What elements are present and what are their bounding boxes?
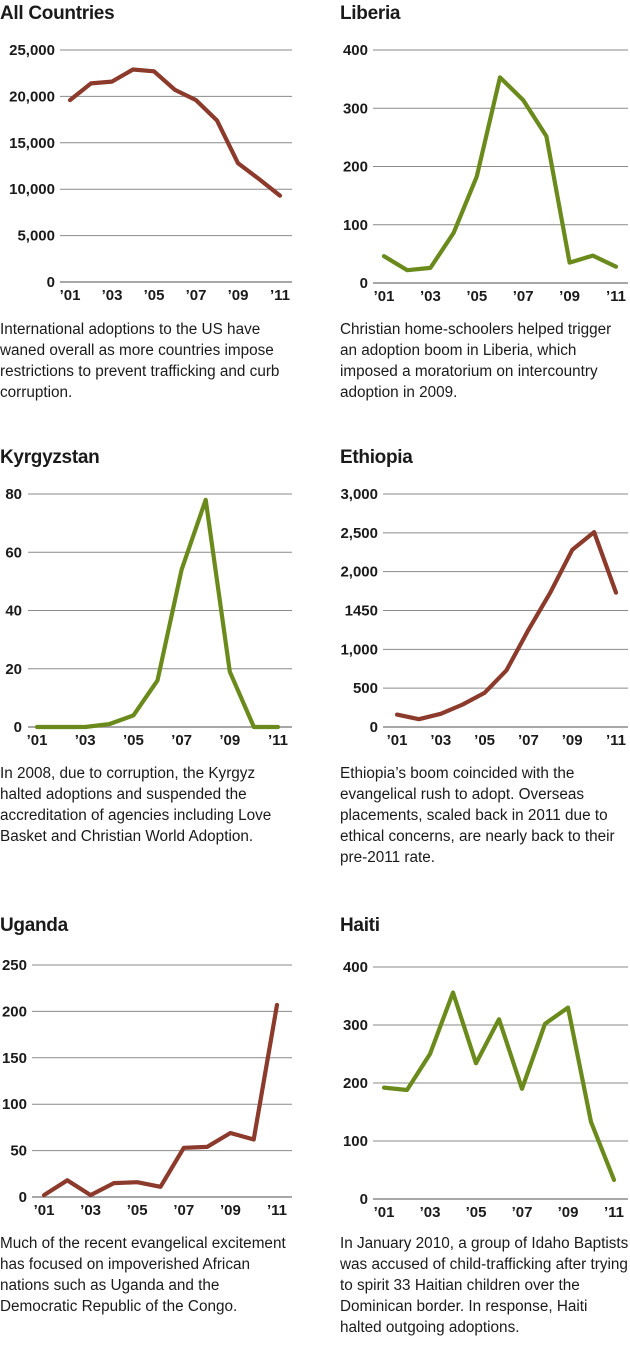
caption-liberia: Christian home-schoolers helped trigger … bbox=[340, 321, 612, 401]
x-tick-label: ’11 bbox=[268, 732, 288, 749]
x-tick-label: ’03 bbox=[430, 732, 451, 749]
y-tick-label: 40 bbox=[5, 603, 22, 620]
x-tick-label: ’01 bbox=[60, 287, 81, 304]
chart-title-uganda: Uganda bbox=[0, 915, 68, 936]
series-line bbox=[41, 1002, 280, 1198]
series-line bbox=[381, 75, 619, 273]
y-tick-label: 400 bbox=[343, 42, 368, 59]
y-tick-label: 200 bbox=[2, 1003, 27, 1020]
caption-haiti: In January 2010, a group of Idaho Baptis… bbox=[340, 1235, 629, 1336]
x-tick-label: ’01 bbox=[374, 1204, 395, 1221]
y-tick-label: 400 bbox=[343, 959, 368, 976]
x-tick-label: ’09 bbox=[562, 732, 583, 749]
y-tick-label: 100 bbox=[343, 1133, 368, 1150]
y-tick-label: 250 bbox=[2, 957, 27, 974]
y-tick-label: 0 bbox=[360, 1191, 368, 1208]
x-tick-label: ’05 bbox=[123, 732, 144, 749]
caption-all-countries: International adoptions to the US have w… bbox=[0, 321, 280, 401]
y-tick-label: 80 bbox=[5, 486, 22, 503]
x-tick-label: ’09 bbox=[220, 1202, 241, 1219]
x-tick-label: ’05 bbox=[474, 732, 495, 749]
y-tick-label: 200 bbox=[343, 1075, 368, 1092]
caption-ethiopia: Ethiopia’s boom coincided with the evang… bbox=[340, 765, 615, 866]
y-tick-label: 150 bbox=[2, 1050, 27, 1067]
x-tick-label: ’07 bbox=[186, 287, 207, 304]
chart-title-haiti: Haiti bbox=[340, 915, 380, 936]
y-tick-label: 20,000 bbox=[9, 88, 55, 105]
series-line bbox=[34, 497, 281, 730]
y-tick-label: 300 bbox=[343, 100, 368, 117]
x-tick-label: ’11 bbox=[604, 1204, 624, 1221]
y-tick-label: 0 bbox=[360, 275, 368, 292]
y-tick-label: 15,000 bbox=[9, 135, 55, 152]
x-tick-label: ’09 bbox=[228, 287, 249, 304]
x-tick-label: ’07 bbox=[173, 1202, 194, 1219]
y-tick-label: 20 bbox=[5, 661, 22, 678]
y-tick-label: 3,000 bbox=[340, 486, 378, 503]
y-tick-label: 200 bbox=[343, 159, 368, 176]
y-tick-label: 0 bbox=[14, 719, 22, 736]
y-tick-label: 10,000 bbox=[9, 181, 55, 198]
y-tick-label: 0 bbox=[370, 719, 378, 736]
x-tick-label: ’05 bbox=[144, 287, 165, 304]
y-tick-label: 0 bbox=[19, 1189, 27, 1206]
y-tick-label: 100 bbox=[343, 217, 368, 234]
x-tick-label: ’09 bbox=[219, 732, 240, 749]
y-tick-label: 2,500 bbox=[340, 525, 378, 542]
x-tick-label: ’11 bbox=[270, 287, 290, 304]
y-tick-label: 500 bbox=[353, 680, 378, 697]
x-tick-label: ’11 bbox=[606, 732, 626, 749]
x-tick-label: ’11 bbox=[267, 1202, 287, 1219]
y-tick-label: 25,000 bbox=[9, 42, 55, 59]
y-tick-label: 60 bbox=[5, 544, 22, 561]
y-tick-label: 0 bbox=[47, 274, 55, 291]
chart-title-ethiopia: Ethiopia bbox=[340, 447, 413, 468]
caption-uganda: Much of the recent evangelical excitemen… bbox=[0, 1235, 286, 1315]
x-tick-label: ’03 bbox=[420, 1204, 441, 1221]
x-tick-label: ’07 bbox=[171, 732, 192, 749]
y-tick-label: 1450 bbox=[345, 603, 378, 620]
x-tick-label: ’09 bbox=[559, 288, 580, 305]
chart-title-kyrgyzstan: Kyrgyzstan bbox=[0, 447, 100, 468]
x-tick-label: ’09 bbox=[558, 1204, 579, 1221]
series-line bbox=[394, 529, 619, 722]
y-tick-label: 300 bbox=[343, 1017, 368, 1034]
x-tick-label: ’11 bbox=[606, 288, 626, 305]
x-tick-label: ’01 bbox=[374, 288, 395, 305]
x-tick-label: ’03 bbox=[80, 1202, 101, 1219]
x-tick-label: ’07 bbox=[513, 288, 534, 305]
x-tick-label: ’01 bbox=[34, 1202, 55, 1219]
x-tick-label: ’01 bbox=[387, 732, 408, 749]
x-tick-label: ’07 bbox=[512, 1204, 533, 1221]
chart-title-all-countries: All Countries bbox=[0, 3, 115, 24]
y-tick-label: 100 bbox=[2, 1096, 27, 1113]
caption-kyrgyzstan: In 2008, due to corruption, the Kyrgyz h… bbox=[0, 765, 272, 845]
x-tick-label: ’03 bbox=[75, 732, 96, 749]
chart-title-liberia: Liberia bbox=[340, 3, 401, 24]
x-tick-label: ’01 bbox=[27, 732, 48, 749]
series-line bbox=[67, 67, 283, 198]
x-tick-label: ’03 bbox=[102, 287, 123, 304]
x-tick-label: ’07 bbox=[518, 732, 539, 749]
x-tick-label: ’05 bbox=[127, 1202, 148, 1219]
x-tick-label: ’05 bbox=[466, 288, 487, 305]
y-tick-label: 2,000 bbox=[340, 564, 378, 581]
x-tick-label: ’05 bbox=[466, 1204, 487, 1221]
series-line bbox=[381, 990, 617, 1183]
y-tick-label: 5,000 bbox=[17, 228, 55, 245]
x-tick-label: ’03 bbox=[420, 288, 441, 305]
y-tick-label: 50 bbox=[10, 1143, 27, 1160]
y-tick-label: 1,000 bbox=[340, 641, 378, 658]
